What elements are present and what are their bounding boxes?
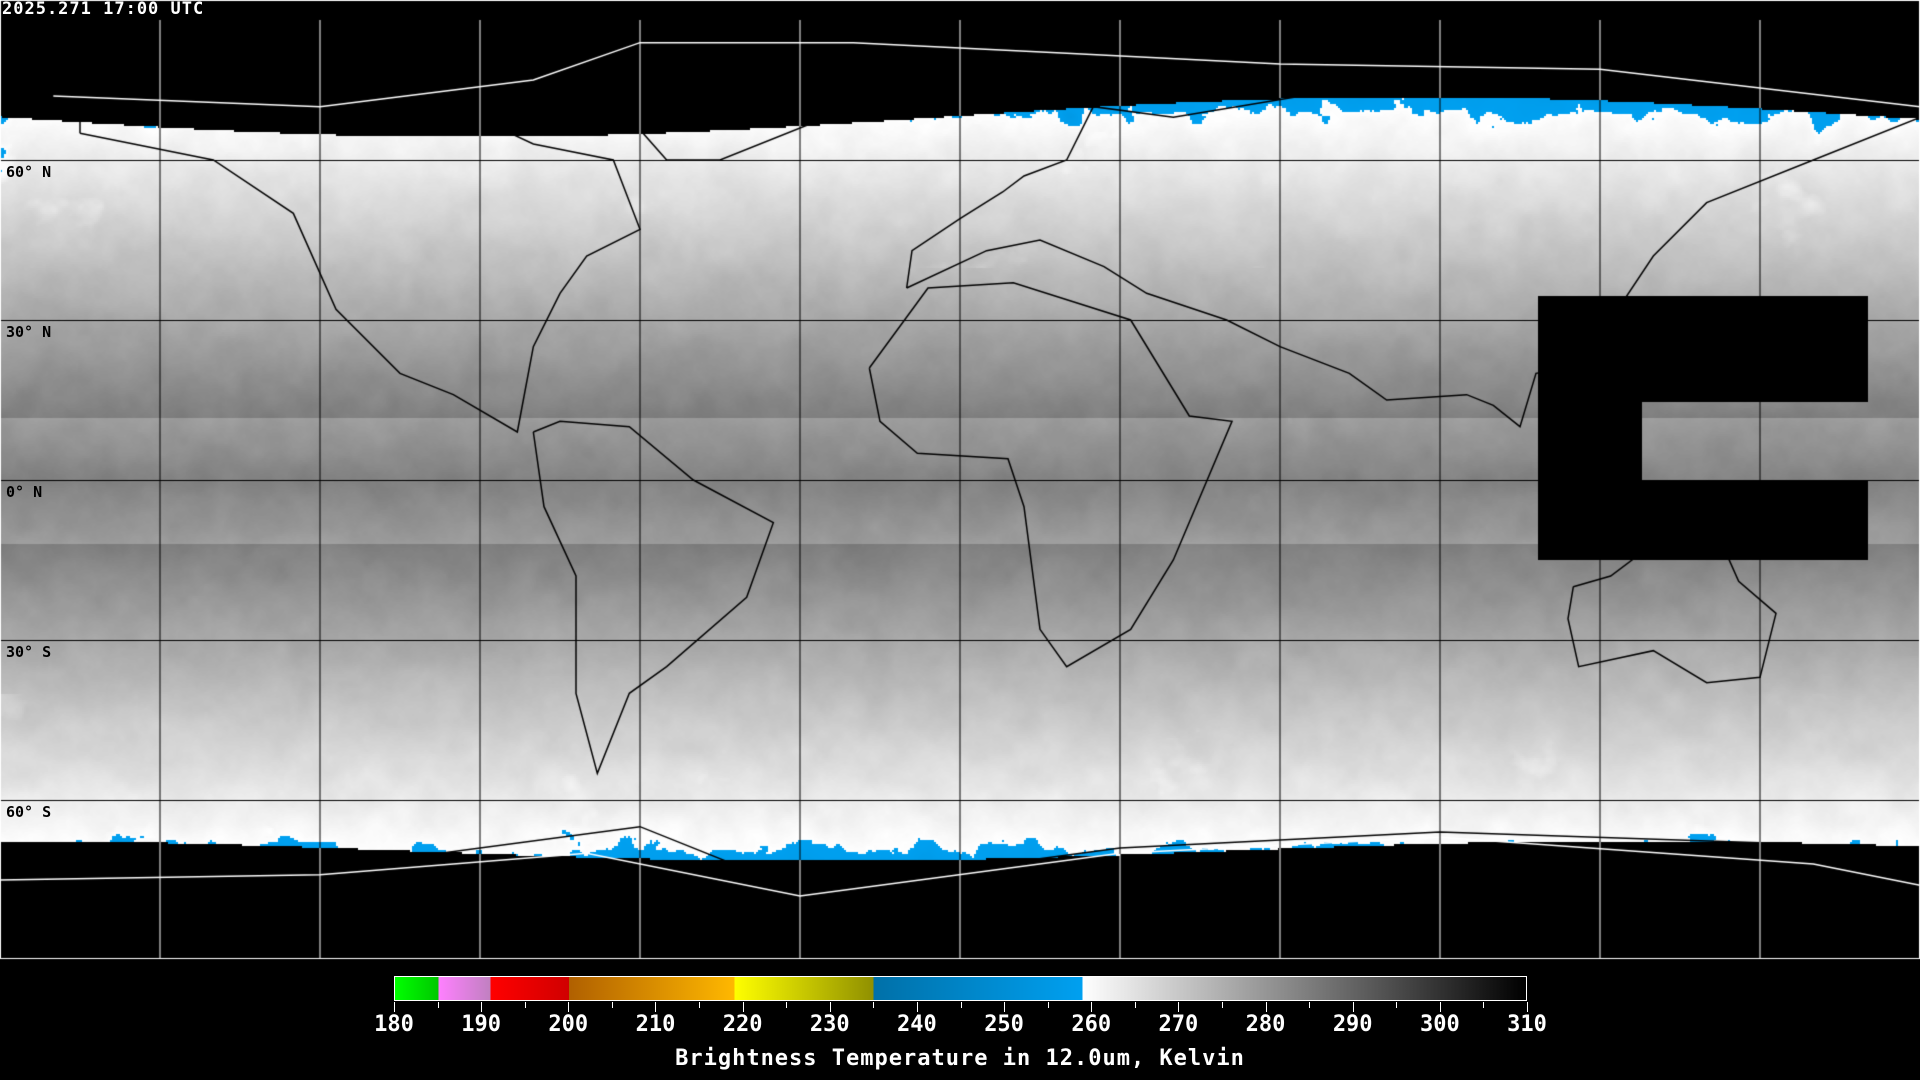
lat-label-60s: 60° S: [6, 803, 52, 821]
colorbar-tick-label: 200: [548, 1012, 589, 1037]
colorbar-tick: [1265, 1002, 1267, 1012]
timestamp: 2025.271 17:00 UTC: [2, 0, 205, 19]
lat-label-30n: 30° N: [6, 323, 52, 341]
colorbar-tick-label: 250: [984, 1012, 1024, 1037]
colorbar-tick: [1178, 1002, 1180, 1012]
colorbar-tick: [1483, 1002, 1485, 1008]
colorbar-tick: [524, 1002, 526, 1008]
colorbar-tick: [394, 1002, 395, 1012]
lat-label-0n: 0° N: [6, 483, 43, 501]
colorbar-tick: [655, 1002, 657, 1012]
colorbar-tick-label: 310: [1507, 1012, 1547, 1037]
colorbar-tick: [1439, 1002, 1441, 1012]
colorbar-tick-label: 190: [461, 1012, 502, 1037]
colorbar-tick: [481, 1002, 483, 1012]
colorbar-tick: [960, 1002, 962, 1008]
colorbar-tick: [1396, 1002, 1398, 1008]
satellite-brightness-temperature-map: [0, 0, 1920, 960]
lat-label-60n: 60° N: [6, 163, 52, 181]
colorbar-tick-label: 230: [809, 1012, 850, 1037]
colorbar-tick: [699, 1002, 701, 1008]
colorbar-tick: [1352, 1002, 1354, 1012]
colorbar-tick: [437, 1002, 439, 1008]
colorbar-tick: [916, 1002, 918, 1012]
colorbar-tick: [829, 1002, 831, 1012]
colorbar-tick-label: 180: [374, 1012, 414, 1037]
colorbar-tick-label: 210: [635, 1012, 676, 1037]
colorbar: [394, 976, 1527, 1001]
colorbar-tick: [1004, 1002, 1006, 1012]
colorbar-tick-label: 240: [897, 1012, 937, 1037]
colorbar-tick-label: 220: [722, 1012, 763, 1037]
colorbar-tick: [786, 1002, 788, 1008]
colorbar-tick: [742, 1002, 744, 1012]
colorbar-tick: [1047, 1002, 1049, 1008]
colorbar-tick-label: 300: [1419, 1012, 1460, 1037]
colorbar-tick: [1134, 1002, 1136, 1008]
colorbar-tick-label: 280: [1245, 1012, 1286, 1037]
colorbar-tick-label: 290: [1332, 1012, 1373, 1037]
colorbar-tick: [1221, 1002, 1223, 1008]
colorbar-tick: [568, 1002, 570, 1012]
colorbar-tick: [611, 1002, 613, 1008]
colorbar-tick: [1527, 1002, 1528, 1012]
colorbar-tick: [873, 1002, 875, 1008]
colorbar-tick: [1091, 1002, 1093, 1012]
colorbar-tick-label: 260: [1071, 1012, 1112, 1037]
colorbar-label: Brightness Temperature in 12.0um, Kelvin: [675, 1046, 1245, 1071]
lat-label-30s: 30° S: [6, 643, 52, 661]
colorbar-tick: [1309, 1002, 1311, 1008]
colorbar-tick-label: 270: [1158, 1012, 1199, 1037]
